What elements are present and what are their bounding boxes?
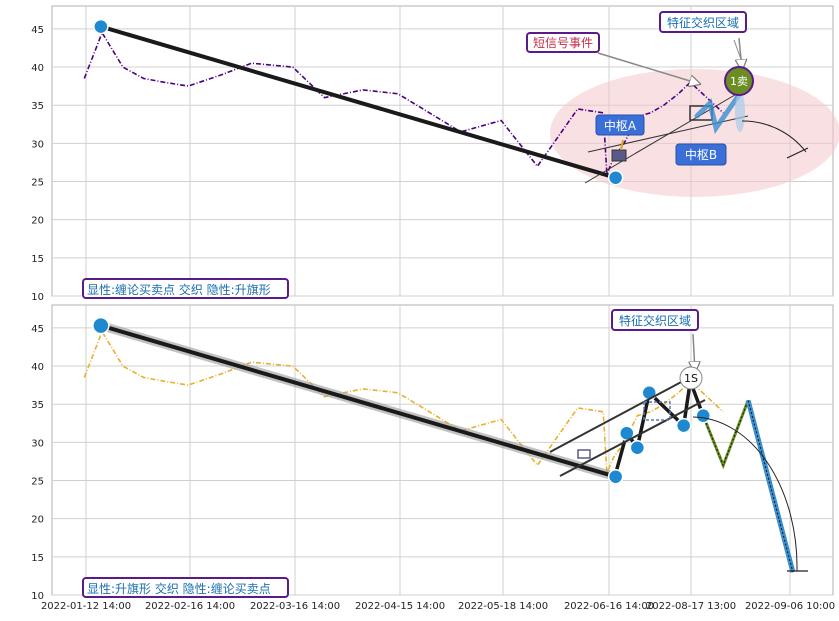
pivot-a-box [611, 149, 627, 162]
annotation-feature-zone-top: 特征交织区域 [659, 11, 747, 33]
y-tick-label: 40 [31, 63, 44, 74]
annotation-pivot-b-label: 中枢B [685, 147, 717, 162]
y-tick-label: 15 [31, 553, 44, 564]
y-tick-label: 10 [31, 591, 44, 602]
pivot-point-marker [607, 169, 624, 186]
x-tick-label: 2022-01-12 14:00 [41, 601, 131, 612]
pivot-point-marker [92, 316, 110, 335]
sell-point-1: 1卖 [724, 66, 754, 96]
series-layer [83, 24, 796, 573]
y-tick-label: 10 [31, 292, 44, 303]
y-tick-label: 30 [31, 438, 44, 449]
y-tick-label: 25 [31, 178, 44, 189]
pivot-point-marker [675, 417, 692, 434]
annotation-feature-zone-bottom-label: 特征交织区域 [619, 313, 691, 328]
y-tick-label: 35 [31, 400, 44, 411]
y-tick-label: 15 [31, 254, 44, 265]
y-axis-ticks: 10 15 20 25 30 35 40 45 10 15 20 25 30 35 40 45 [31, 25, 44, 602]
legend-bottom-label: 显性:升旗形 交织 隐性:缠论买卖点 [87, 581, 271, 596]
annotation-pivot-b: 中枢B [675, 143, 727, 166]
sell-point-1-label: 1卖 [730, 75, 748, 88]
sell-point-1s: 1S [679, 366, 703, 390]
x-tick-label: 2022-09-06 10:00 [745, 601, 835, 612]
pivot-point-marker [695, 407, 711, 424]
x-tick-label: 2022-04-15 14:00 [355, 601, 445, 612]
y-tick-label: 40 [31, 362, 44, 373]
projection-green-dash [702, 400, 749, 467]
y-tick-label: 30 [31, 139, 44, 150]
price-series [83, 30, 724, 175]
x-tick-label: 2022-05-18 14:00 [458, 601, 548, 612]
x-tick-label: 2022-06-16 14:00 [564, 601, 654, 612]
marker-layer [92, 18, 711, 485]
bottom-pattern-lines [549, 333, 808, 572]
y-tick-label: 45 [31, 25, 44, 36]
legend-top-label: 显性:缠论买卖点 交织 隐性:升旗形 [87, 282, 271, 297]
legend-top: 显性:缠论买卖点 交织 隐性:升旗形 [82, 278, 289, 299]
annotation-feature-zone-bottom: 特征交织区域 [611, 309, 699, 331]
bi-stroke-line [100, 323, 617, 479]
y-tick-label: 35 [31, 101, 44, 112]
sell-point-1s-label: 1S [684, 372, 698, 385]
feature-interleave-ellipse [550, 69, 839, 197]
annotation-pivot-a: 中枢A [595, 114, 645, 136]
x-axis-ticks: 2022-01-12 14:00 2022-02-16 14:00 2022-03-… [41, 601, 835, 612]
annotation-short-signal: 短信号事件 [526, 32, 600, 53]
y-tick-label: 20 [31, 216, 44, 227]
legend-bottom: 显性:升旗形 交织 隐性:缠论买卖点 [82, 577, 289, 598]
x-tick-label: 2022-02-16 14:00 [145, 601, 235, 612]
projection-blue-dash [747, 400, 794, 573]
top-pattern-lines [584, 37, 809, 184]
annotation-feature-zone-top-label: 特征交织区域 [667, 15, 739, 30]
y-tick-label: 45 [31, 324, 44, 335]
annotation-pivot-a-label: 中枢A [604, 118, 637, 133]
pivot-point-marker [629, 439, 646, 456]
pivot-point-marker [607, 468, 624, 485]
y-tick-label: 20 [31, 515, 44, 526]
annotation-short-signal-label: 短信号事件 [533, 36, 593, 50]
x-tick-label: 2022-03-16 14:00 [250, 601, 340, 612]
y-tick-label: 25 [31, 477, 44, 488]
bi-stroke-line [100, 24, 617, 180]
x-tick-label: 2022-08-17 13:00 [646, 601, 736, 612]
pivot-point-marker [641, 385, 658, 401]
pivot-point-marker [93, 18, 109, 35]
